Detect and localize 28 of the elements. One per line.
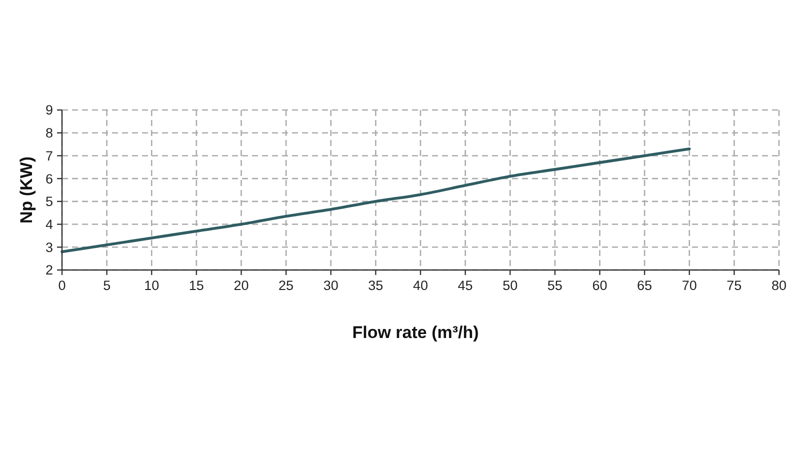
x-tick-label: 20 [234, 278, 249, 293]
x-tick-label: 45 [458, 278, 473, 293]
x-tick-label: 25 [278, 278, 294, 293]
x-tick-label: 40 [412, 278, 428, 293]
y-tick-label: 8 [45, 126, 53, 141]
x-tick-label: 55 [547, 278, 562, 293]
y-tick-label: 7 [45, 148, 53, 164]
y-tick-label: 2 [45, 262, 53, 278]
x-tick-label: 80 [771, 278, 787, 293]
y-tick-label: 3 [45, 240, 53, 255]
x-tick-label: 10 [144, 278, 160, 293]
x-tick-label: 75 [726, 278, 742, 293]
x-tick-label: 65 [637, 278, 652, 293]
x-tick-label: 60 [592, 278, 608, 293]
x-axis-title: Flow rate (m³/h) [352, 323, 479, 342]
y-tick-label: 9 [45, 102, 53, 118]
y-tick-label: 5 [45, 194, 53, 210]
x-tick-label: 30 [323, 278, 338, 293]
y-tick-label: 6 [45, 171, 53, 186]
x-tick-label: 0 [58, 278, 66, 293]
y-tick-label: 4 [45, 217, 54, 232]
x-tick-label: 70 [682, 278, 697, 293]
x-tick-label: 35 [368, 278, 384, 293]
x-tick-label: 15 [188, 278, 204, 293]
x-tick-label: 50 [502, 278, 518, 293]
line-series [60, 147, 691, 254]
x-tick-label: 5 [103, 278, 111, 293]
y-axis-title: Np (KW) [17, 156, 36, 224]
